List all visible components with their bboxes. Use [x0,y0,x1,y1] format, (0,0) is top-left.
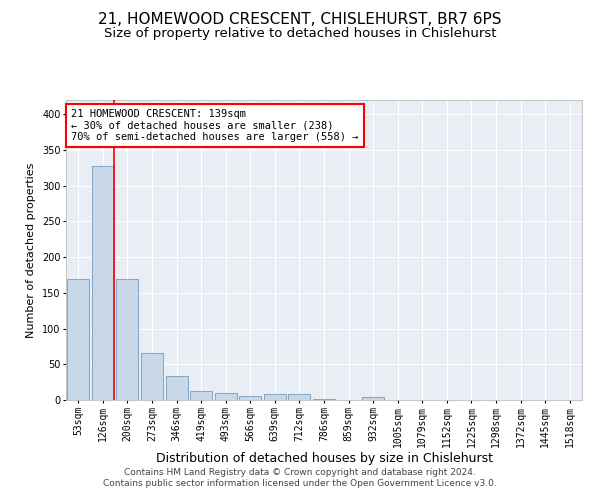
Bar [313,398,335,400]
Bar [67,278,89,400]
Bar [141,353,163,400]
Bar [215,393,237,400]
Bar [264,394,286,400]
Text: 21, HOMEWOOD CRESCENT, CHISLEHURST, BR7 6PS: 21, HOMEWOOD CRESCENT, CHISLEHURST, BR7 … [98,12,502,28]
Text: Contains HM Land Registry data © Crown copyright and database right 2024.
Contai: Contains HM Land Registry data © Crown c… [103,468,497,487]
Bar [239,396,262,400]
Y-axis label: Number of detached properties: Number of detached properties [26,162,36,338]
Bar [116,278,139,400]
Text: Size of property relative to detached houses in Chislehurst: Size of property relative to detached ho… [104,28,496,40]
Bar [166,376,188,400]
X-axis label: Distribution of detached houses by size in Chislehurst: Distribution of detached houses by size … [155,452,493,465]
Bar [92,166,114,400]
Bar [289,394,310,400]
Bar [362,397,384,400]
Bar [190,392,212,400]
Text: 21 HOMEWOOD CRESCENT: 139sqm
← 30% of detached houses are smaller (238)
70% of s: 21 HOMEWOOD CRESCENT: 139sqm ← 30% of de… [71,109,359,142]
